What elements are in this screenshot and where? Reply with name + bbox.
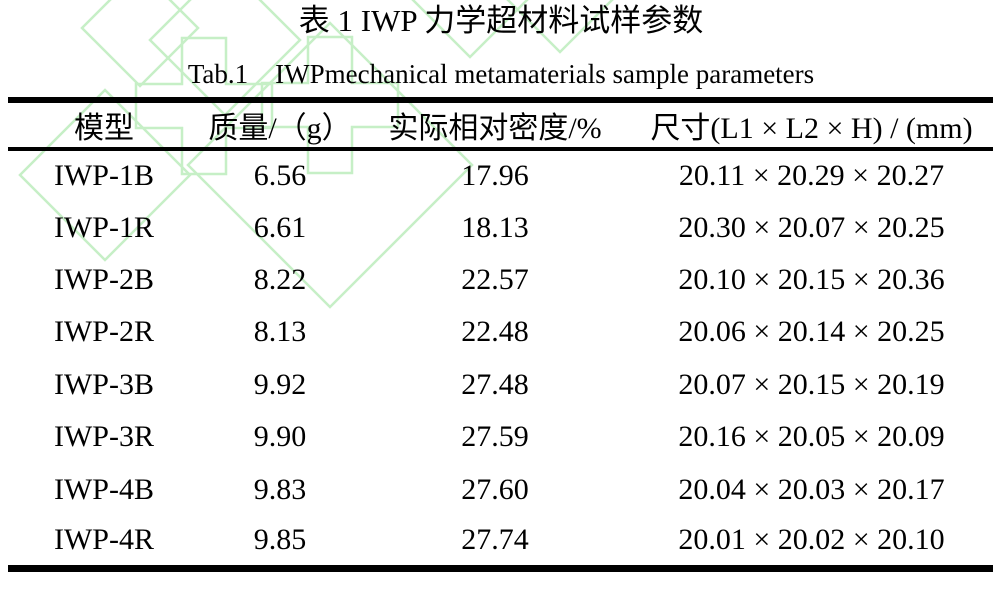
model-cell: IWP-1B <box>54 159 154 193</box>
density-cell: 22.48 <box>461 315 529 349</box>
density-cell: 27.60 <box>461 472 529 506</box>
mass-cell: 6.56 <box>253 159 307 193</box>
size-cell: 20.04 × 20.03 × 20.17 <box>678 472 945 506</box>
table-row: IWP-4R 9.85 27.74 20.01 × 20.02 × 20.10 <box>8 516 993 568</box>
mass-cell: 8.22 <box>253 262 307 296</box>
mass-cell: 9.85 <box>253 523 307 557</box>
model-cell: IWP-2B <box>54 262 154 296</box>
column-header-model: 模型 <box>74 112 134 145</box>
mass-cell: 9.90 <box>253 420 307 454</box>
model-cell: IWP-3R <box>54 420 154 454</box>
model-cell: IWP-1R <box>54 210 154 244</box>
column-header-mass: 质量/（g） <box>208 112 352 145</box>
table-row: IWP-1R 6.61 18.13 20.30 × 20.07 × 20.25 <box>8 201 993 253</box>
density-cell: 18.13 <box>461 210 529 244</box>
size-cell: 20.16 × 20.05 × 20.09 <box>678 420 945 454</box>
size-cell: 20.10 × 20.15 × 20.36 <box>678 262 945 296</box>
density-cell: 17.96 <box>461 159 529 193</box>
model-cell: IWP-2R <box>54 315 154 349</box>
column-header-density: 实际相对密度/% <box>388 112 602 145</box>
column-header-size: 尺寸(L1 × L2 × H) / (mm) <box>650 112 973 145</box>
size-cell: 20.11 × 20.29 × 20.27 <box>678 159 945 193</box>
header-row: 模型 质量/（g） 实际相对密度/% 尺寸(L1 × L2 × H) / (mm… <box>8 100 993 149</box>
density-cell: 27.74 <box>461 523 529 557</box>
mass-cell: 6.61 <box>253 210 307 244</box>
table-row: IWP-4B 9.83 27.60 20.04 × 20.03 × 20.17 <box>8 463 993 515</box>
mass-cell: 9.83 <box>253 472 307 506</box>
mass-cell: 9.92 <box>253 367 307 401</box>
model-cell: IWP-4B <box>54 472 154 506</box>
table-row: IWP-2R 8.13 22.48 20.06 × 20.14 × 20.25 <box>8 306 993 358</box>
density-cell: 27.59 <box>461 420 529 454</box>
table-title-english: Tab.1 IWPmechanical metamaterials sample… <box>187 59 815 89</box>
parameters-table: 模型 质量/（g） 实际相对密度/% 尺寸(L1 × L2 × H) / (mm… <box>8 97 993 572</box>
size-cell: 20.07 × 20.15 × 20.19 <box>678 367 945 401</box>
table-title-chinese: 表 1 IWP 力学超材料试样参数 <box>298 3 704 38</box>
density-cell: 27.48 <box>461 367 529 401</box>
size-cell: 20.01 × 20.02 × 20.10 <box>678 523 945 557</box>
size-cell: 20.06 × 20.14 × 20.25 <box>678 315 945 349</box>
table-row: IWP-3R 9.90 27.59 20.16 × 20.05 × 20.09 <box>8 411 993 463</box>
size-cell: 20.30 × 20.07 × 20.25 <box>678 210 945 244</box>
mass-cell: 8.13 <box>253 315 307 349</box>
table-row: IWP-2B 8.22 22.57 20.10 × 20.15 × 20.36 <box>8 254 993 306</box>
model-cell: IWP-4R <box>54 523 154 557</box>
table-row: IWP-1B 6.56 17.96 20.11 × 20.29 × 20.27 <box>8 149 993 201</box>
density-cell: 22.57 <box>461 262 529 296</box>
model-cell: IWP-3B <box>54 367 154 401</box>
table-row: IWP-3B 9.92 27.48 20.07 × 20.15 × 20.19 <box>8 359 993 411</box>
